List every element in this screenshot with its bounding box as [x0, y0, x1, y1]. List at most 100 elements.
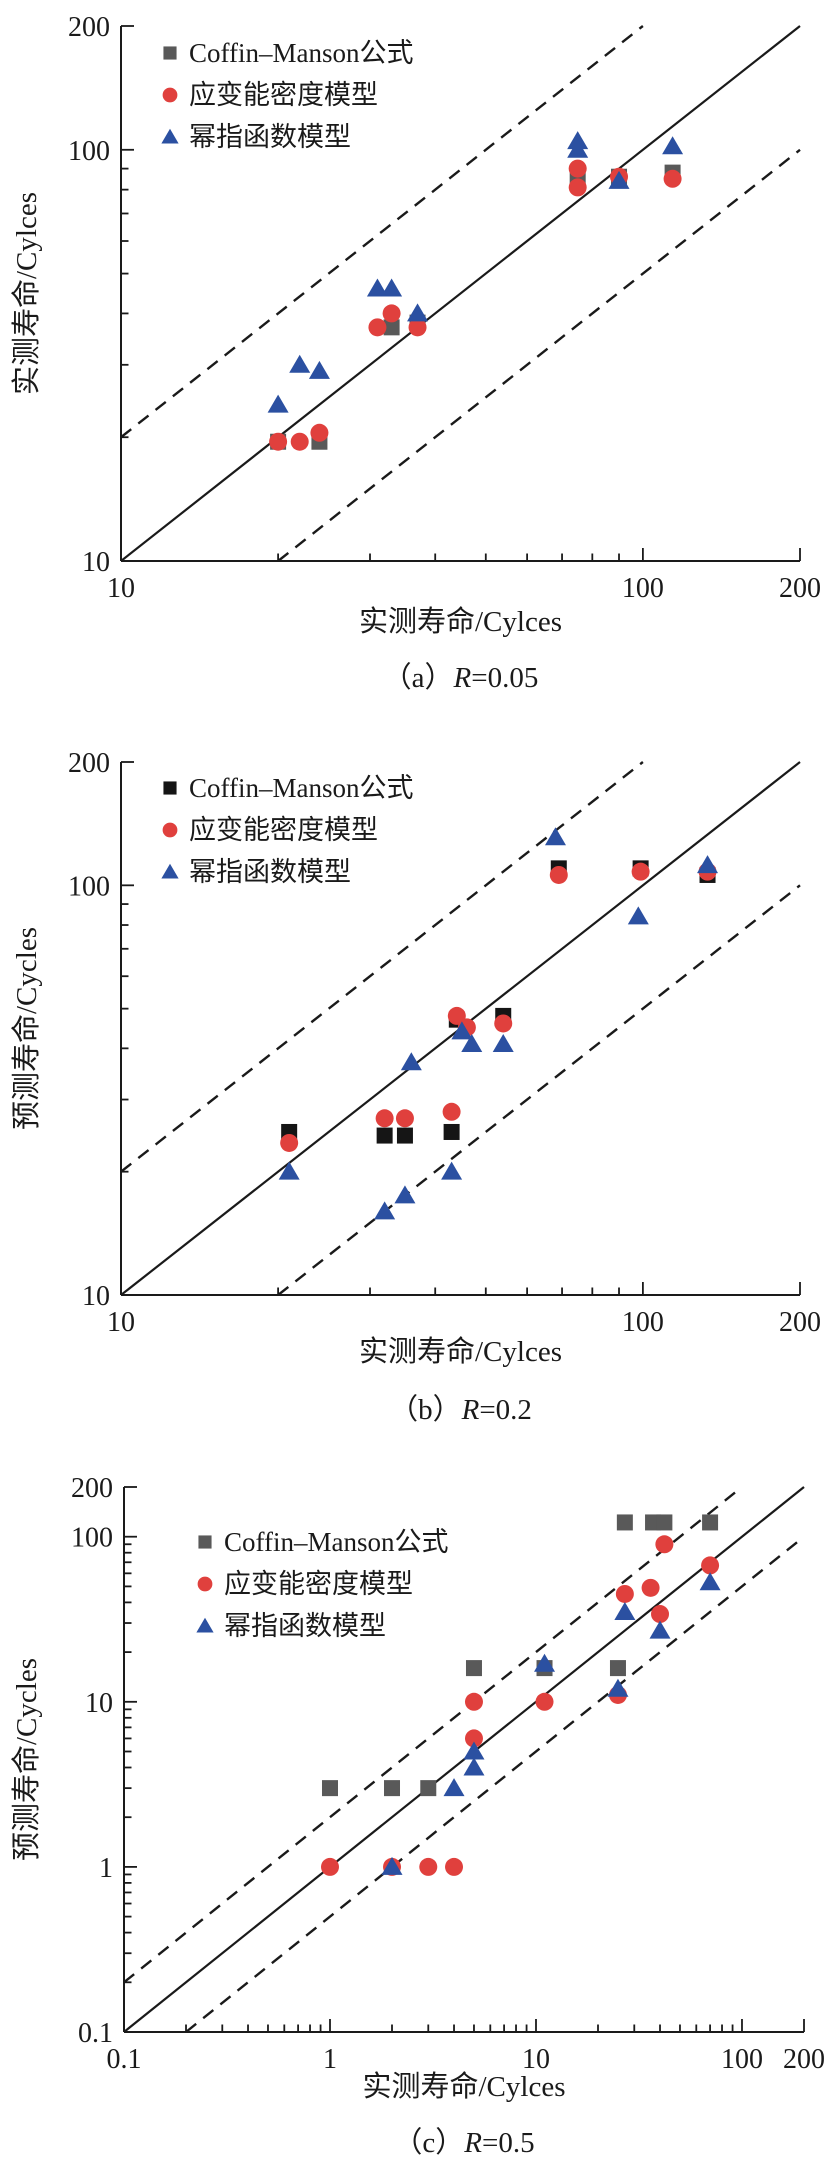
square-marker: [396, 1127, 413, 1144]
y-tick-label: 200: [68, 12, 110, 43]
triangle-marker: [400, 1052, 422, 1071]
x-tick-label: 200: [779, 573, 821, 604]
circle-marker: [464, 1729, 483, 1748]
legend-item: 应变能密度模型: [162, 815, 378, 845]
circle-legend-icon: [162, 87, 178, 103]
subfigure-caption: （c）R=0.5: [393, 2127, 534, 2159]
y-tick-label: 100: [68, 136, 110, 167]
circle-marker: [442, 1102, 461, 1121]
legend-label: 应变能密度模型: [189, 815, 378, 845]
y-axis-title: 预测寿命/Cycles: [10, 927, 43, 1130]
triangle-marker: [407, 303, 429, 322]
x-tick-label: 100: [622, 1307, 664, 1338]
square-marker: [321, 1780, 338, 1797]
circle-marker: [368, 318, 387, 337]
triangle-marker: [278, 1161, 300, 1180]
triangle-marker: [441, 1161, 463, 1180]
triangle-marker: [463, 1741, 485, 1760]
circle-marker: [535, 1692, 554, 1711]
legend-item: 应变能密度模型: [197, 1569, 413, 1599]
series-triangle: [381, 1572, 721, 1875]
square-marker: [420, 1780, 437, 1797]
x-tick-label: 100: [622, 573, 664, 604]
circle-marker: [631, 862, 650, 881]
triangle-marker: [394, 1185, 416, 1204]
triangle-marker: [451, 1021, 473, 1040]
legend-item: Coffin–Manson公式: [163, 38, 414, 68]
circle-marker: [269, 432, 288, 451]
x-tick-label: 200: [779, 1307, 821, 1338]
triangle-marker: [662, 136, 684, 155]
legend-label: Coffin–Manson公式: [189, 773, 414, 803]
circle-marker: [655, 1535, 674, 1554]
y-tick-label: 100: [68, 871, 110, 902]
circle-marker: [651, 1605, 670, 1624]
x-tick-label: 10: [522, 2044, 550, 2075]
triangle-marker: [649, 1620, 671, 1639]
square-marker: [465, 1660, 482, 1677]
y-axis-title: 实测寿命/Cylces: [10, 192, 43, 395]
circle-marker: [280, 1133, 299, 1152]
upper-bound-line: [120, 25, 644, 439]
legend-label: 幂指函数模型: [189, 122, 351, 152]
circle-marker: [615, 1584, 634, 1603]
triangle-marker: [463, 1757, 485, 1776]
circle-marker: [320, 1857, 339, 1876]
square-legend-icon: [163, 46, 177, 60]
triangle-marker: [627, 906, 649, 925]
triangle-marker: [381, 1856, 403, 1875]
x-tick-label: 100: [721, 2044, 763, 2075]
y-axis-title: 预测寿命/Cycles: [10, 1658, 43, 1861]
legend-item: Coffin–Manson公式: [163, 773, 414, 803]
triangle-marker: [443, 1778, 465, 1797]
legend-item: 幂指函数模型: [161, 122, 351, 152]
circle-marker: [494, 1014, 513, 1033]
legend-item: 应变能密度模型: [162, 80, 378, 110]
triangle-marker: [544, 827, 566, 846]
triangle-marker: [381, 278, 403, 297]
subfigure-caption: （a）R=0.05: [383, 662, 539, 694]
upper-bound-line: [123, 1486, 743, 1984]
chart-a: 10 100 200 10 100 200 Coffin–Manson公式 应变能密度模型 幂指…: [0, 0, 836, 722]
triangle-marker: [614, 1601, 636, 1620]
circle-marker: [568, 178, 587, 197]
triangle-marker: [267, 394, 289, 413]
triangle-marker: [699, 1572, 721, 1591]
circle-marker: [408, 318, 427, 337]
series-circle: [269, 159, 682, 451]
legend-label: 应变能密度模型: [189, 80, 378, 110]
triangle-legend-icon: [196, 1617, 214, 1633]
triangle-marker: [697, 855, 719, 874]
series-triangle: [278, 827, 719, 1220]
series-circle: [280, 862, 717, 1152]
chart-c-svg: 0.1 1 10 100 200 0.1 1 10 100 200 Coffin–Manson公式应…: [10, 1473, 825, 2159]
x-axis-title: 实测寿命/Cylces: [359, 605, 562, 638]
circle-marker: [568, 159, 587, 178]
y-tick-label: 0.1: [78, 2018, 113, 2049]
circle-marker: [445, 1857, 464, 1876]
legend-label: Coffin–Manson公式: [224, 1527, 449, 1557]
square-marker: [609, 1660, 626, 1677]
triangle-legend-icon: [161, 863, 179, 879]
circle-legend-icon: [197, 1576, 213, 1592]
y-tick-label: 10: [82, 1281, 110, 1312]
legend-item: Coffin–Manson公式: [198, 1527, 449, 1557]
circle-marker: [549, 865, 568, 884]
chart-b-svg: 10 100 200 10 100 200 Coffin–Manson公式应变能密度模型幂指…: [10, 748, 821, 1426]
circle-marker: [701, 1556, 720, 1575]
chart-b: 10 100 200 10 100 200 Coffin–Manson公式 应变能密度模型 幂指…: [0, 722, 836, 1444]
triangle-marker: [608, 170, 630, 189]
square-marker: [376, 1127, 393, 1144]
legend-label: Coffin–Manson公式: [189, 38, 414, 68]
triangle-marker: [492, 1033, 514, 1052]
lower-bound-line: [277, 884, 801, 1296]
x-tick-label: 10: [107, 1307, 135, 1338]
legend-item: 幂指函数模型: [196, 1611, 386, 1641]
circle-marker: [641, 1578, 660, 1597]
circle-marker: [419, 1857, 438, 1876]
circle-marker: [310, 423, 329, 442]
square-marker: [616, 1514, 633, 1531]
x-tick-label: 0.1: [107, 2044, 142, 2075]
